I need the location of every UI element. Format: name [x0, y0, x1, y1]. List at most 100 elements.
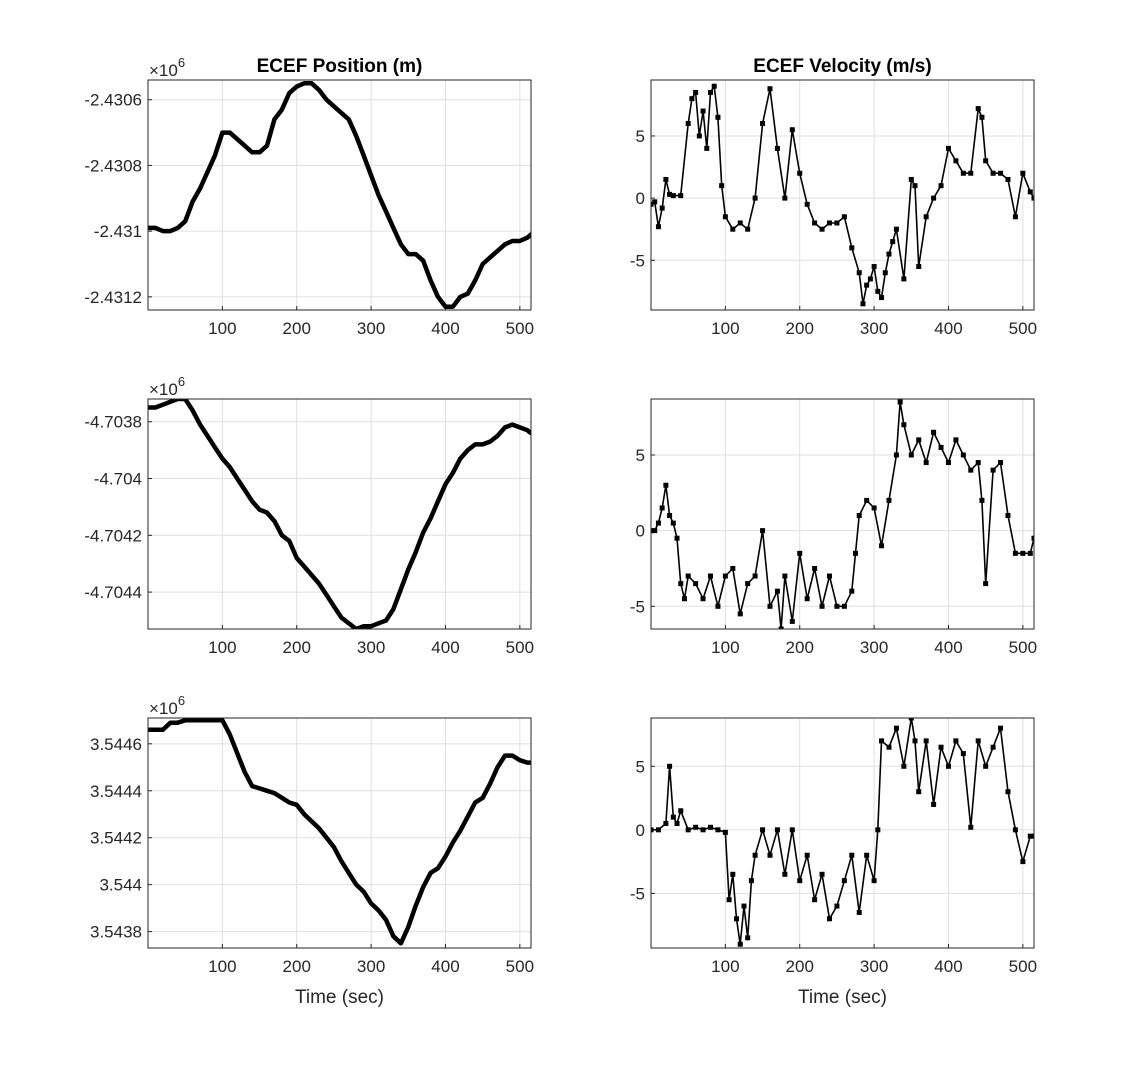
data-point — [968, 170, 974, 176]
data-point — [975, 106, 981, 112]
data-point — [841, 878, 847, 884]
data-point — [826, 573, 832, 579]
chart-panel-3: 100 200 300 400 500 -4.7038 -4.704 -4.7042 -4.70… — [84, 374, 534, 657]
data-point — [707, 824, 713, 830]
x-tick-label: 100 — [711, 319, 739, 338]
data-point — [674, 820, 680, 826]
y-exponent-label: ×106 — [149, 374, 185, 399]
y-tick-label: 5 — [636, 446, 645, 465]
data-point — [875, 827, 881, 833]
data-point — [707, 573, 713, 579]
x-tick-label: 100 — [711, 638, 739, 657]
data-point — [834, 603, 840, 609]
data-point — [864, 497, 870, 503]
data-point — [670, 193, 676, 199]
data-point — [826, 916, 832, 922]
x-tick-label: 500 — [1009, 957, 1037, 976]
data-point — [741, 903, 747, 909]
data-point — [737, 611, 743, 617]
y-tick-label: -5 — [630, 597, 645, 616]
data-point — [681, 596, 687, 602]
data-point — [938, 183, 944, 189]
data-point — [812, 220, 818, 226]
data-point — [812, 565, 818, 571]
x-tick-label: 300 — [860, 638, 888, 657]
data-point — [670, 814, 676, 820]
data-point — [912, 738, 918, 744]
data-point — [882, 270, 888, 276]
x-tick-label: 100 — [208, 319, 236, 338]
chart-panel-2: 100 200 300 400 500 5 0 -5 ECEF Velocity (m/s) — [630, 56, 1037, 338]
y-tick-label: 3.5442 — [90, 829, 142, 848]
data-point — [726, 897, 732, 903]
data-point — [782, 573, 788, 579]
data-point — [734, 916, 740, 922]
y-exponent-label: ×106 — [149, 55, 185, 80]
data-point — [737, 941, 743, 947]
y-tick-label: 0 — [636, 821, 645, 840]
data-point — [897, 399, 903, 405]
x-tick-label: 400 — [431, 319, 459, 338]
plot-area — [148, 399, 531, 629]
data-point — [711, 83, 717, 89]
y-tick-label: -2.4306 — [84, 91, 142, 110]
x-tick-label: 200 — [786, 319, 814, 338]
data-point — [667, 763, 673, 769]
series-line — [148, 399, 531, 629]
data-point — [841, 214, 847, 220]
data-point — [760, 121, 766, 127]
y-tick-label: -4.7038 — [84, 413, 142, 432]
y-tick-label: 3.544 — [99, 876, 142, 895]
data-point — [767, 86, 773, 92]
series-line — [148, 718, 531, 946]
data-point — [834, 220, 840, 226]
y-tick-label: 3.5444 — [90, 782, 142, 801]
data-point — [752, 852, 758, 858]
exponent-base: ×10 — [149, 61, 178, 80]
exponent-power: 6 — [178, 55, 185, 70]
data-point — [745, 935, 751, 941]
data-point — [752, 573, 758, 579]
data-point — [990, 467, 996, 473]
data-point — [774, 827, 780, 833]
data-point — [871, 263, 877, 269]
series-markers — [651, 718, 1034, 947]
exponent-power: 6 — [178, 374, 185, 389]
data-point — [856, 909, 862, 915]
x-tick-label: 500 — [506, 957, 534, 976]
exponent-base: ×10 — [149, 699, 178, 718]
data-point — [678, 581, 684, 587]
data-point — [693, 89, 699, 95]
data-point — [886, 744, 892, 750]
data-point — [864, 282, 870, 288]
data-point — [849, 245, 855, 251]
plot-area — [651, 399, 1034, 629]
chart-title: ECEF Velocity (m/s) — [753, 56, 931, 77]
data-point — [879, 543, 885, 549]
data-point — [1031, 195, 1034, 201]
data-point — [871, 505, 877, 511]
data-point — [945, 460, 951, 466]
y-tick-label: -2.431 — [94, 222, 142, 241]
data-point — [670, 520, 676, 526]
data-point — [945, 145, 951, 151]
data-point — [931, 195, 937, 201]
x-tick-label: 400 — [934, 638, 962, 657]
chart-title: ECEF Position (m) — [257, 56, 423, 77]
data-point — [916, 789, 922, 795]
data-point — [767, 603, 773, 609]
data-point — [826, 220, 832, 226]
data-point — [893, 725, 899, 731]
y-tick-label: 0 — [636, 522, 645, 541]
data-point — [875, 288, 881, 294]
data-point — [760, 528, 766, 534]
data-point — [689, 96, 695, 102]
data-point — [931, 801, 937, 807]
data-point — [960, 170, 966, 176]
x-tick-label: 100 — [208, 638, 236, 657]
data-point — [804, 852, 810, 858]
x-tick-label: 500 — [1009, 319, 1037, 338]
data-point — [1020, 550, 1026, 556]
y-tick-label: -5 — [630, 884, 645, 903]
data-point — [767, 852, 773, 858]
